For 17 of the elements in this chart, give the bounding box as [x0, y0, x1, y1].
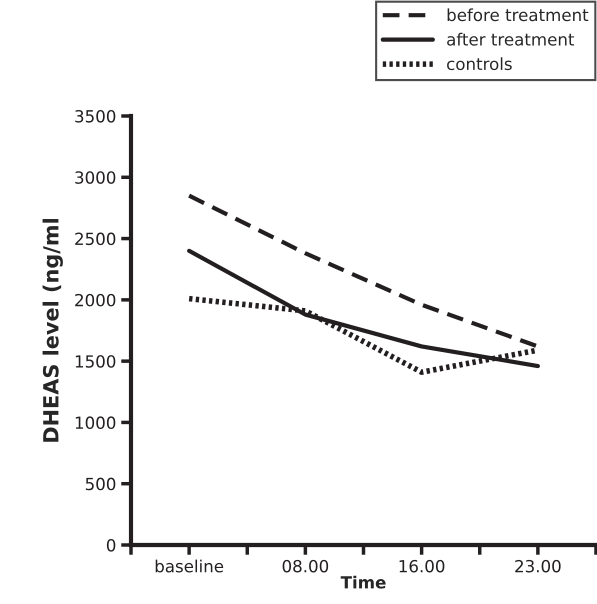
legend-label: after treatment: [447, 32, 574, 46]
legend-label: controls: [447, 57, 512, 70]
y-tick-label: 3500: [75, 110, 116, 123]
y-tick-label: 1000: [76, 416, 116, 429]
y-tick-label: 500: [86, 478, 116, 490]
x-tick-label: 16.00: [400, 560, 444, 572]
x-axis-title: Time: [340, 576, 386, 589]
y-tick-label: 2000: [75, 294, 116, 306]
y-tick-label: 0: [106, 538, 116, 552]
y-tick-label: 2500: [75, 232, 116, 246]
legend-label: before treatment: [448, 8, 588, 22]
x-tick-label: baseline: [156, 560, 224, 572]
y-tick-label: 3000: [75, 171, 116, 184]
y-tick-label: 1500: [76, 355, 116, 368]
x-tick-label: 08.00: [282, 560, 328, 572]
x-tick-label: 23.00: [515, 560, 561, 572]
y-axis-title: DHEAS level (ng/ml: [42, 219, 63, 442]
